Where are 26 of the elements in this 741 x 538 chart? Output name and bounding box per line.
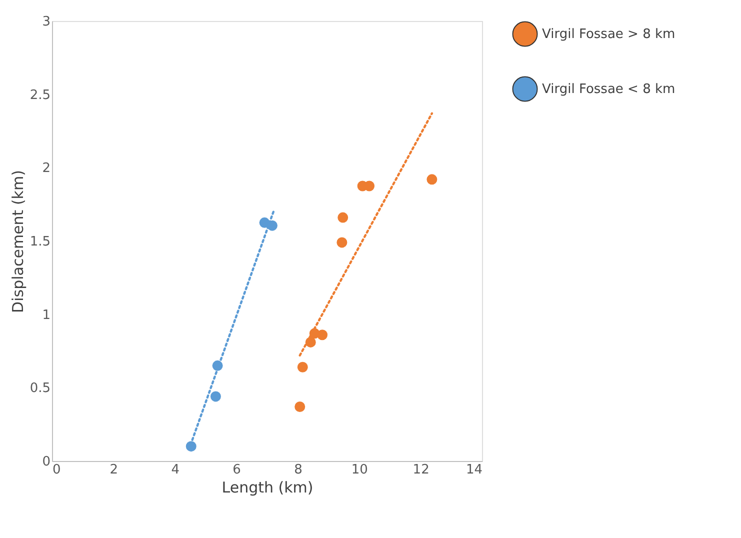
x-tick-label: 12 bbox=[412, 462, 430, 478]
x-tick-label: 8 bbox=[294, 462, 302, 478]
y-tick-label: 2.5 bbox=[30, 88, 50, 103]
x-tick-label: 14 bbox=[466, 462, 482, 478]
point bbox=[338, 212, 348, 223]
point bbox=[297, 362, 308, 372]
point bbox=[294, 402, 306, 412]
x-tick-label: 4 bbox=[171, 462, 180, 478]
legend-label: Virgil Fossae < 8 km bbox=[542, 82, 676, 97]
point bbox=[317, 330, 328, 340]
y-tick-label: 1 bbox=[42, 308, 50, 323]
y-tick-label: 2 bbox=[42, 161, 50, 176]
y-tick-label: 3 bbox=[42, 14, 50, 30]
point bbox=[426, 174, 438, 185]
x-tick-label: 2 bbox=[110, 462, 118, 478]
point bbox=[364, 180, 375, 192]
point bbox=[336, 237, 348, 248]
y-axis-title: Displacement (km) bbox=[8, 170, 27, 313]
x-tick-label: 0 bbox=[52, 462, 61, 478]
y-tick-label: 0.5 bbox=[30, 381, 50, 396]
legend-label: Virgil Fossae > 8 km bbox=[542, 27, 676, 42]
x-axis-title: Length (km) bbox=[222, 478, 314, 496]
point bbox=[210, 391, 221, 402]
x-tick-label: 10 bbox=[351, 462, 368, 478]
y-tick-label: 1.5 bbox=[30, 234, 50, 250]
x-tick-label: 6 bbox=[232, 462, 241, 478]
